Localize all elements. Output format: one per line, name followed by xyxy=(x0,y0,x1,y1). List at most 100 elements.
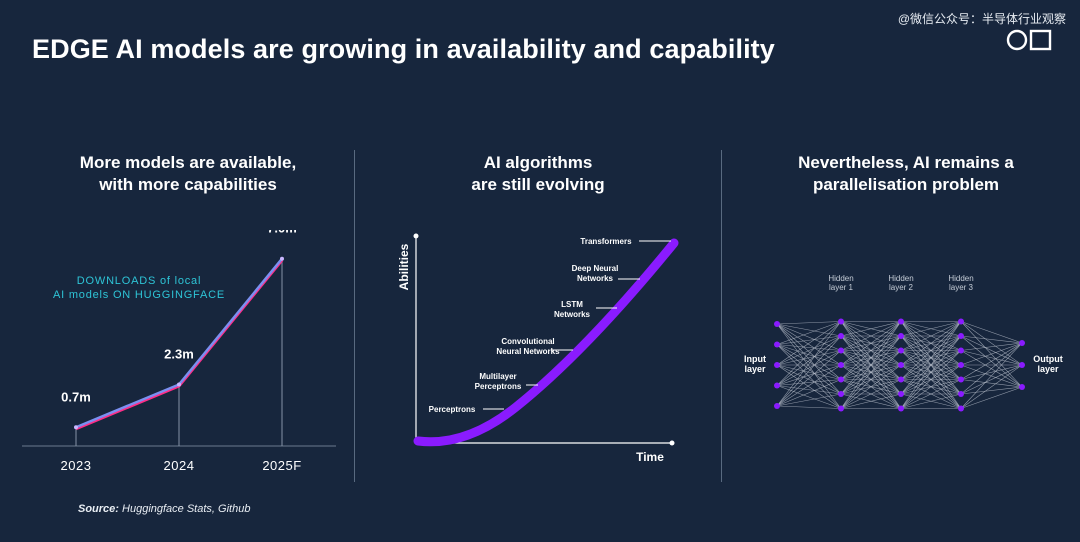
nn-edge-0-4-1 xyxy=(776,335,842,407)
abilities-axis-label: Abilities xyxy=(397,243,411,290)
nn-node-3-3 xyxy=(958,362,964,368)
hidden-layer-label-3: Hidden layer 3 xyxy=(948,274,973,292)
nn-edge-0-2-0 xyxy=(776,321,842,366)
nn-edge-2-6-1 xyxy=(900,335,962,409)
neural-network-diagram: Input layer Output layer Hidden layer 1 Hidden… xyxy=(744,274,1063,412)
nn-edge-0-3-5 xyxy=(776,385,842,395)
hidden-layer-label-1: Hidden layer 1 xyxy=(828,274,853,292)
panel-2-heading: AI algorithms are still evolving xyxy=(358,152,718,196)
nn-edge-0-0-1 xyxy=(776,323,842,337)
nn-edge-1-6-5 xyxy=(840,393,902,409)
downloads-point-1 xyxy=(177,382,181,387)
downloads-point-0 xyxy=(74,425,78,430)
downloads-label-line2: AI models ON HUGGINGFACE xyxy=(53,289,225,301)
nn-edge-0-3-0 xyxy=(776,321,842,386)
source-note: Source: Huggingface Stats, Github xyxy=(78,503,250,515)
nn-edge-2-5-0 xyxy=(900,321,962,395)
nn-edge-0-4-2 xyxy=(776,350,842,407)
nn-node-2-2 xyxy=(898,347,904,354)
nn-node-0-4 xyxy=(774,403,780,409)
nn-edge-1-1-0 xyxy=(840,321,902,337)
downloads-category-label-0: 2023 xyxy=(61,458,92,473)
nn-edge-0-3-4 xyxy=(776,379,842,386)
nn-node-3-0 xyxy=(958,318,964,325)
nn-node-0-3 xyxy=(774,382,780,389)
nn-edge-3-1-0 xyxy=(960,335,1023,344)
output-layer-label: Output layer xyxy=(1033,354,1063,374)
milestone-label-0: Perceptrons xyxy=(429,405,476,414)
nn-edge-0-0-5 xyxy=(776,323,842,395)
nn-edge-0-2-5 xyxy=(776,364,842,395)
nn-node-2-3 xyxy=(898,362,904,368)
nn-edge-3-5-1 xyxy=(960,364,1023,395)
nn-node-3-6 xyxy=(958,405,964,412)
panel-1-heading: More models are available, with more cap… xyxy=(20,152,356,196)
panel-2-heading-line2: are still evolving xyxy=(471,175,605,194)
nn-node-1-3 xyxy=(838,362,844,368)
nn-edge-3-6-2 xyxy=(960,386,1023,409)
nn-edge-0-3-2 xyxy=(776,350,842,386)
downloads-value-label-2: 7.0m xyxy=(267,230,297,236)
panel-2-heading-line1: AI algorithms xyxy=(483,153,593,172)
nn-node-2-0 xyxy=(898,318,904,325)
nn-edge-0-2-4 xyxy=(776,364,842,380)
nn-edge-0-0-0 xyxy=(776,321,842,325)
nn-edge-0-1-1 xyxy=(776,335,842,345)
milestone-label-4: Deep Neural Networks xyxy=(572,264,619,283)
input-layer-label: Input layer xyxy=(744,354,766,374)
nn-node-4-1 xyxy=(1019,362,1025,368)
nn-edge-2-6-5 xyxy=(900,393,962,409)
nn-node-3-4 xyxy=(958,376,964,383)
nn-edge-0-1-4 xyxy=(776,344,842,380)
nn-edge-2-6-4 xyxy=(900,379,962,409)
nn-edge-0-3-3 xyxy=(776,364,842,386)
nn-node-0-2 xyxy=(774,362,780,368)
source-text: Huggingface Stats, Github xyxy=(118,503,251,515)
nn-node-0-1 xyxy=(774,341,780,348)
nn-edge-0-0-6 xyxy=(776,323,842,409)
nn-edge-1-3-0 xyxy=(840,321,902,366)
evolution-curve xyxy=(413,238,679,447)
nn-edge-2-3-0 xyxy=(900,321,962,366)
divider-right xyxy=(721,150,722,482)
downloads-value-label-0: 0.7m xyxy=(61,389,91,404)
nn-edge-2-4-0 xyxy=(900,321,962,380)
nn-edge-3-2-1 xyxy=(960,350,1023,366)
downloads-category-label-2: 2025F xyxy=(262,458,301,473)
panel-3-heading: Nevertheless, AI remains a parallelisati… xyxy=(724,152,1080,196)
nn-edge-0-4-4 xyxy=(776,379,842,407)
time-axis-end xyxy=(669,440,675,446)
panel-3-heading-line2: parallelisation problem xyxy=(812,175,1000,194)
nn-edge-1-6-1 xyxy=(840,335,902,409)
panel-1-heading-line1: More models are available, xyxy=(79,153,297,172)
downloads-line-chart: DOWNLOADS of local AI models ON HUGGINGF… xyxy=(22,230,336,473)
nn-edge-0-0-4 xyxy=(776,323,842,380)
nn-edge-3-4-0 xyxy=(960,342,1023,380)
nn-edge-1-6-4 xyxy=(840,379,902,409)
nn-node-1-5 xyxy=(838,391,844,397)
nn-edge-3-2-0 xyxy=(960,342,1023,351)
nn-edge-1-6-0 xyxy=(840,321,902,409)
nn-edge-1-5-0 xyxy=(840,321,902,395)
nn-edge-0-1-5 xyxy=(776,344,842,395)
nn-edge-0-3-6 xyxy=(776,385,842,409)
page-title: EDGE AI models are growing in availabili… xyxy=(32,34,775,64)
nn-edge-3-4-1 xyxy=(960,364,1023,380)
nn-node-1-0 xyxy=(838,318,844,325)
nn-edge-0-4-5 xyxy=(776,393,842,407)
nn-edge-3-3-0 xyxy=(960,342,1023,366)
nn-edge-0-3-1 xyxy=(776,335,842,386)
nn-edge-3-6-1 xyxy=(960,364,1023,409)
nn-edge-3-4-2 xyxy=(960,379,1023,388)
nn-edge-0-1-2 xyxy=(776,344,842,351)
nn-edge-3-1-1 xyxy=(960,335,1023,366)
nn-node-0-0 xyxy=(774,321,780,327)
milestone-label-1: Multilayer Perceptrons xyxy=(475,372,522,391)
nn-node-2-5 xyxy=(898,391,904,397)
nn-edge-3-5-0 xyxy=(960,342,1023,395)
nn-edge-0-0-3 xyxy=(776,323,842,366)
nn-edge-0-0-2 xyxy=(776,323,842,351)
nn-edge-2-6-2 xyxy=(900,350,962,409)
nn-node-1-2 xyxy=(838,347,844,354)
milestone-label-5: Transformers xyxy=(580,237,632,246)
